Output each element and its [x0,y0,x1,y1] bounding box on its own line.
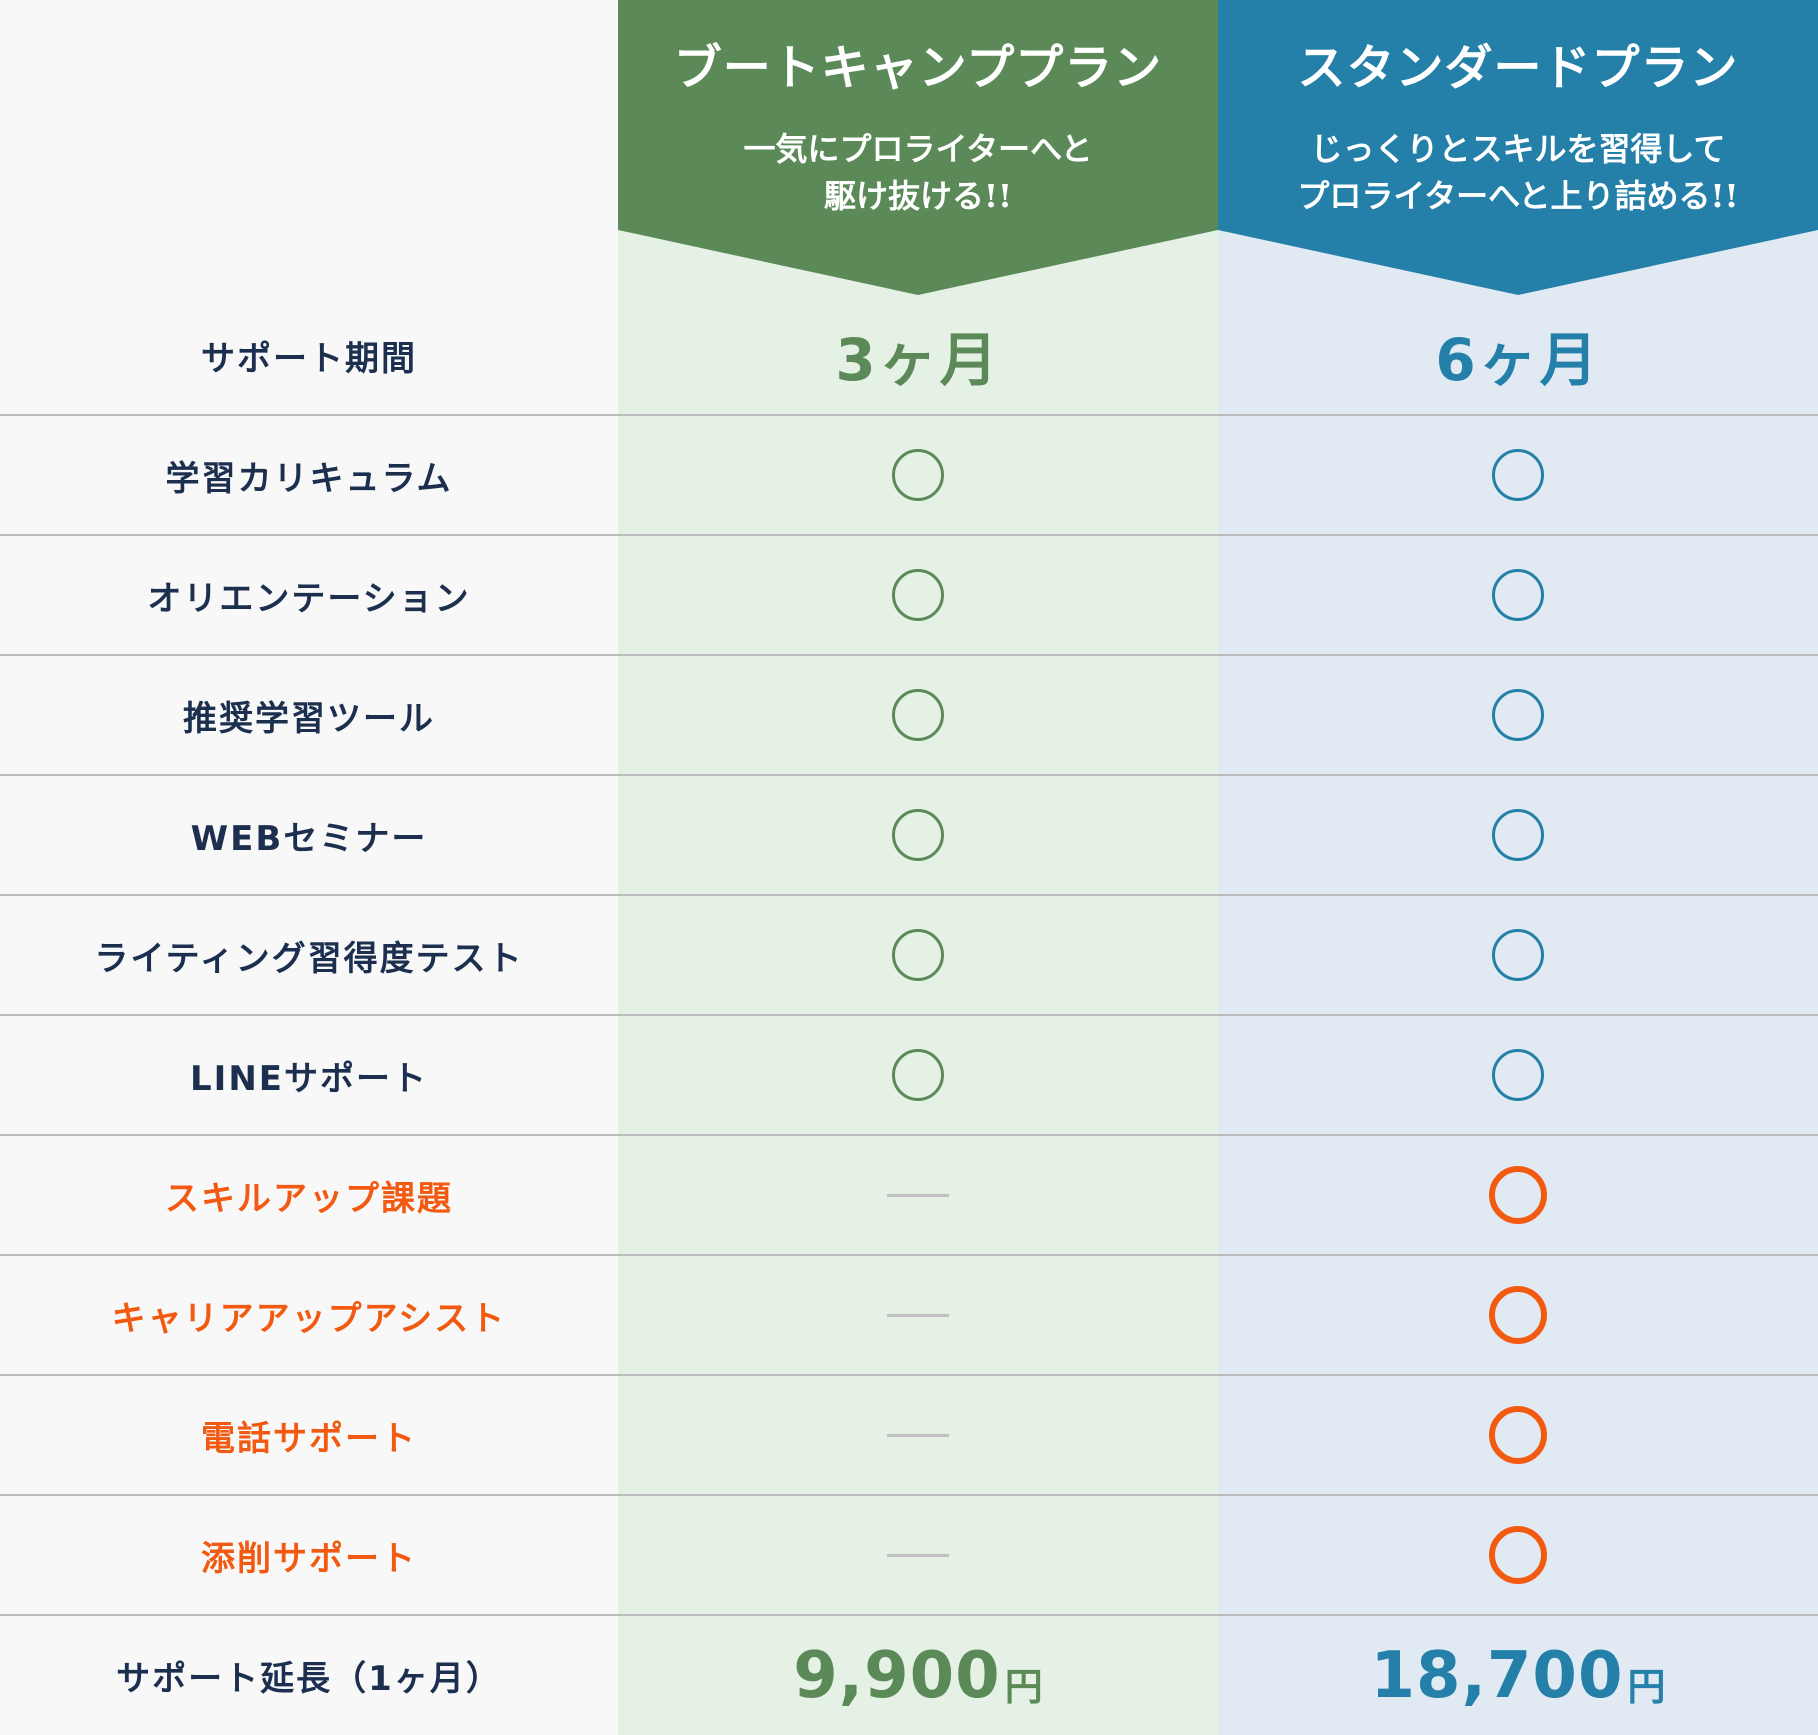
standard-cell [1218,1496,1818,1614]
row-label: キャリアアップアシスト [111,1298,507,1339]
bootcamp-cell [618,1136,1218,1254]
bootcamp-cell: 3ヶ月 [618,296,1218,414]
feature-row: LINEサポート [0,1016,1818,1136]
included-circle-icon [892,1049,944,1101]
row-label: 電話サポート [201,1418,417,1459]
not-included-dash-icon [887,1553,949,1557]
included-circle-icon [1492,929,1544,981]
bootcamp-cell [618,656,1218,774]
included-circle-icon [1492,809,1544,861]
row-label: LINEサポート [190,1058,428,1099]
standard-cell [1218,896,1818,1014]
feature-row: 推奨学習ツール [0,656,1818,776]
included-circle-icon [1492,689,1544,741]
row-label: スキルアップ課題 [165,1178,453,1219]
row-label: オリエンテーション [147,578,471,619]
standard-cell [1218,656,1818,774]
standard-cell [1218,1016,1818,1134]
standard-plan-description: じっくりとスキルを習得して プロライターへと上り詰める!! [1297,130,1739,215]
included-circle-icon [892,689,944,741]
bootcamp-support-period: 3ヶ月 [835,326,1001,394]
row-label: 学習カリキュラム [165,458,453,499]
row-support-period: サポート期間 3ヶ月 6ヶ月 [0,296,1818,416]
standard-plan-header: スタンダードプラン じっくりとスキルを習得して プロライターへと上り詰める!! [1218,0,1818,296]
not-included-dash-icon [887,1433,949,1437]
bootcamp-plan-title: ブートキャンププラン [673,40,1163,96]
bootcamp-extension-price: 9,900 [793,1638,1001,1713]
feature-row: 添削サポート [0,1496,1818,1616]
bootcamp-cell [618,536,1218,654]
included-circle-icon [1489,1406,1547,1464]
included-circle-icon [892,449,944,501]
feature-row: ライティング習得度テスト [0,896,1818,1016]
bootcamp-cell [618,1016,1218,1134]
standard-header-banner [1218,0,1818,295]
row-extension: サポート延長（1ヶ月） 9,900 円 18,700 円 [0,1616,1818,1735]
included-circle-icon [892,569,944,621]
row-label: サポート期間 [201,338,417,379]
feature-row: WEBセミナー [0,776,1818,896]
yen-unit: 円 [1627,1665,1666,1709]
standard-cell [1218,1256,1818,1374]
included-circle-icon [1489,1166,1547,1224]
included-circle-icon [892,929,944,981]
bootcamp-cell [618,1496,1218,1614]
standard-support-period: 6ヶ月 [1435,326,1601,394]
bootcamp-header-banner [618,0,1218,295]
feature-row: 学習カリキュラム [0,416,1818,536]
included-circle-icon [1492,569,1544,621]
row-label: WEBセミナー [190,818,428,859]
bootcamp-cell [618,416,1218,534]
included-circle-icon [892,809,944,861]
row-label: 添削サポート [201,1538,417,1579]
bootcamp-cell [618,1256,1218,1374]
feature-row: 電話サポート [0,1376,1818,1496]
included-circle-icon [1489,1526,1547,1584]
included-circle-icon [1489,1286,1547,1344]
included-circle-icon [1492,449,1544,501]
standard-extension-price: 18,700 [1370,1638,1624,1713]
standard-cell: 6ヶ月 [1218,296,1818,414]
bootcamp-plan-header: ブートキャンププラン 一気にプロライターへと 駆け抜ける!! [618,0,1218,296]
bootcamp-cell [618,1376,1218,1494]
not-included-dash-icon [887,1313,949,1317]
standard-plan-title: スタンダードプラン [1297,40,1739,96]
row-label: 推奨学習ツール [183,698,435,739]
row-label: ライティング習得度テスト [94,938,524,979]
standard-cell: 18,700 円 [1218,1616,1818,1735]
standard-cell [1218,416,1818,534]
standard-cell [1218,1136,1818,1254]
bootcamp-cell [618,776,1218,894]
standard-cell [1218,536,1818,654]
feature-row: スキルアップ課題 [0,1136,1818,1256]
standard-cell [1218,1376,1818,1494]
included-circle-icon [1492,1049,1544,1101]
bootcamp-plan-description: 一気にプロライターへと 駆け抜ける!! [743,130,1093,215]
row-label: サポート延長（1ヶ月） [116,1659,502,1699]
not-included-dash-icon [887,1193,949,1197]
feature-row: オリエンテーション [0,536,1818,656]
feature-row: キャリアアップアシスト [0,1256,1818,1376]
bootcamp-cell [618,896,1218,1014]
standard-cell [1218,776,1818,894]
bootcamp-cell: 9,900 円 [618,1616,1218,1735]
yen-unit: 円 [1004,1665,1043,1709]
